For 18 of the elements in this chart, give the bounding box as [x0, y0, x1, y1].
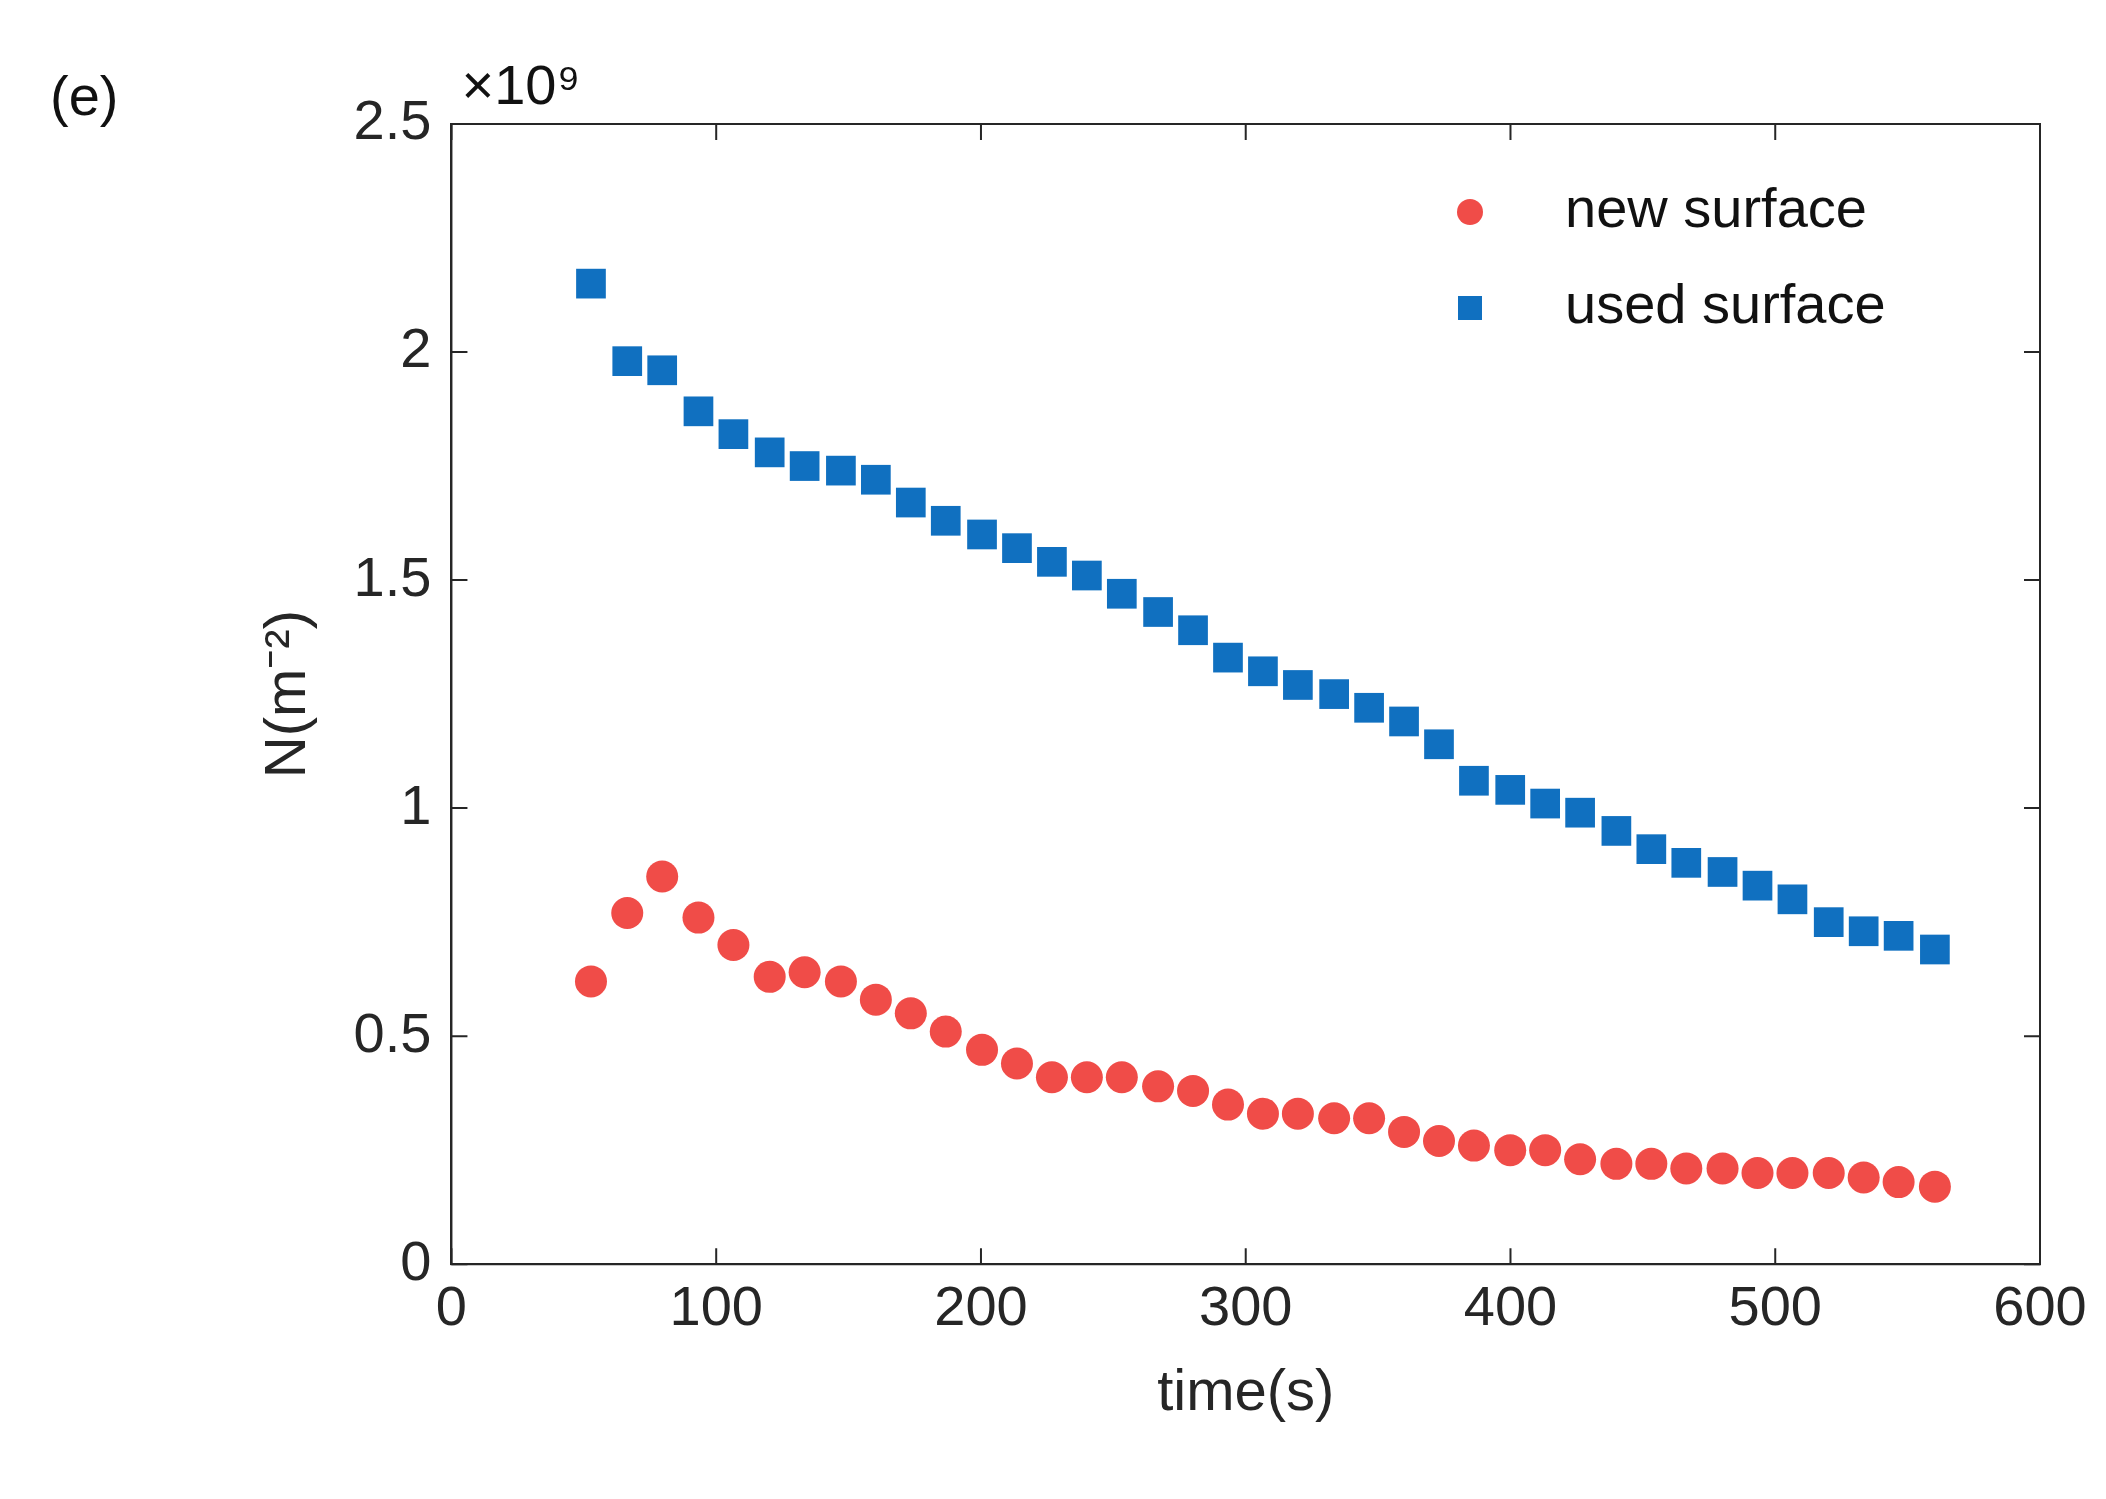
x-tick-label: 400: [1463, 1274, 1558, 1338]
text: ×10⁹: [461, 53, 581, 116]
text: (e): [50, 64, 119, 127]
y-tick-label: 0.5: [353, 1000, 432, 1064]
y-tick-label: 0: [400, 1228, 432, 1292]
legend-label: new surface: [1565, 176, 1867, 240]
y-tick-label: 1: [400, 772, 432, 836]
x-tick-label: 500: [1728, 1274, 1822, 1338]
y-axis-title: N(m⁻²): [251, 610, 317, 779]
y-tick-label: 1.5: [353, 544, 432, 608]
x-tick-label: 100: [669, 1274, 763, 1338]
legend-label: used surface: [1565, 272, 1886, 336]
x-tick-label: 600: [1993, 1274, 2087, 1338]
x-tick-label: 300: [1199, 1274, 1293, 1338]
x-tick-label: 200: [934, 1274, 1028, 1338]
x-axis-title: time(s): [1157, 1357, 1335, 1423]
y-tick-label: 2: [400, 316, 432, 380]
y-tick-label: 2.5: [353, 88, 432, 152]
